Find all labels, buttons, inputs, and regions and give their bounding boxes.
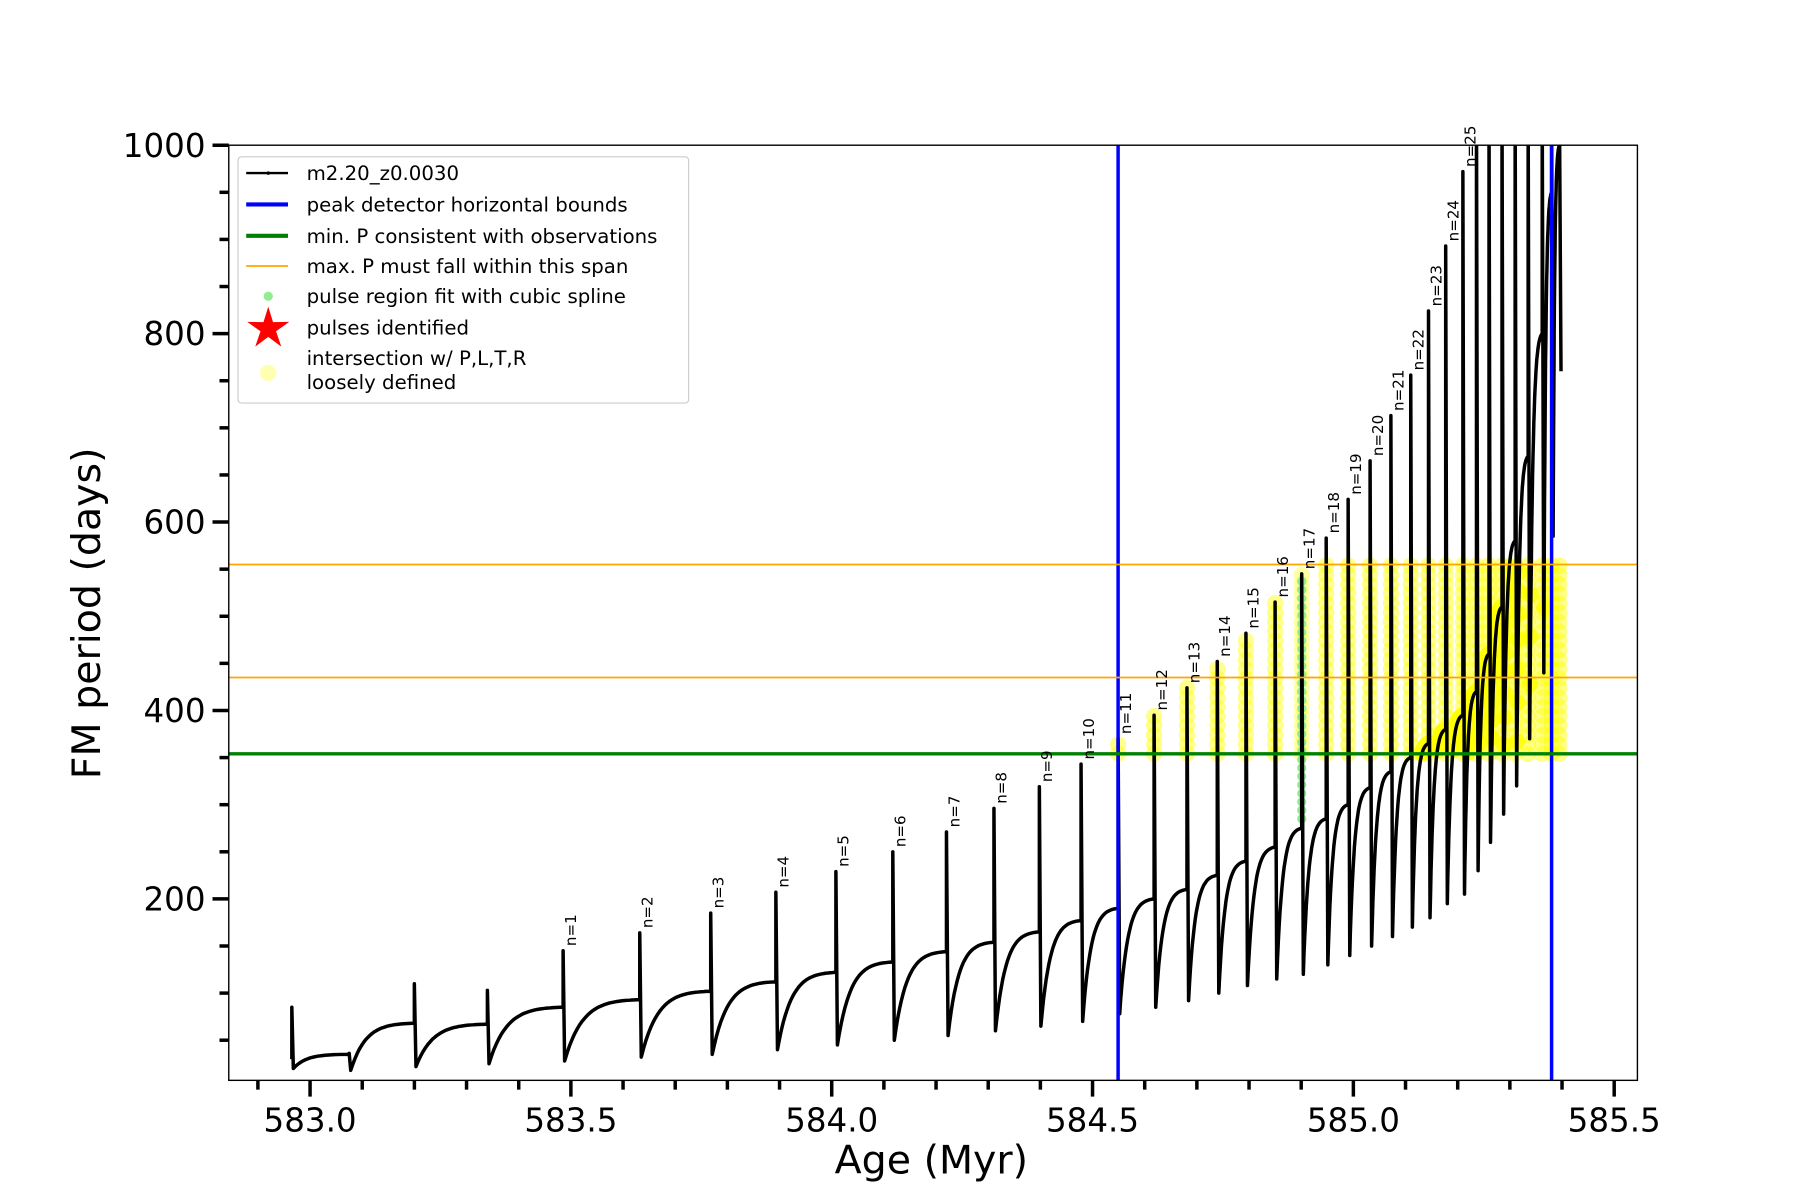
intersection-point [1551,585,1568,602]
pulse-label: n=25 [1462,126,1480,167]
legend-star-icon [247,306,290,347]
intersection-point [1551,736,1568,753]
intersection-point [1551,698,1568,715]
legend-label: intersection w/ P,L,T,R [307,347,527,370]
intersection-point [1534,736,1551,753]
legend-label: min. P consistent with observations [307,225,658,248]
x-tick-label: 583.0 [264,1101,357,1139]
legend-marker-icon [266,171,270,175]
intersection-point [1551,604,1568,621]
intersection-markers [1109,557,1568,762]
legend-label: pulses identified [307,317,469,340]
x-axis-label: Age (Myr) [835,1137,1028,1183]
x-tick-label: 584.5 [1046,1101,1139,1139]
pulse-label: n=10 [1080,718,1098,759]
plot-frame [228,144,1639,1082]
y-tick-label: 200 [143,881,205,919]
legend-label: pulse region fit with cubic spline [307,285,626,308]
intersection-point [1534,670,1551,687]
pulse-label: n=17 [1301,528,1319,569]
y-axis-label: FM period (days) [64,447,110,779]
intersection-point [1551,623,1568,640]
y-tick-label: 400 [143,692,205,730]
pulse-label: n=24 [1444,200,1462,241]
legend-dot-icon [263,291,273,301]
pulse-label: n=11 [1117,693,1135,734]
pulse-label: n=2 [639,896,657,928]
intersection-point [1551,717,1568,734]
legend-label: loosely defined [307,371,457,394]
pulse-label: n=9 [1038,750,1056,782]
model-curve [290,145,1563,1073]
axes: 583.0 583.5 584.0 584.5 585.0 585.5 200 400 600 8… [123,127,1661,1140]
pulse-label: n=5 [835,835,853,867]
pulse-label: n=12 [1153,669,1171,710]
intersection-point [1551,632,1568,649]
pulse-label: n=15 [1245,587,1263,628]
legend-circle-icon [260,364,277,382]
x-tick-label: 585.5 [1568,1101,1661,1139]
reference-lines [228,145,1638,1081]
intersection-point [1551,566,1568,583]
y-tick-label: 600 [143,504,205,542]
y-tick-label: 1000 [123,127,206,165]
pulse-label: n=4 [775,856,793,888]
intersection-point [1534,698,1551,715]
intersection-point [1551,726,1568,744]
pulse-label: n=19 [1347,453,1365,494]
intersection-point [1534,726,1551,744]
pulse-label: n=18 [1325,492,1343,533]
pulse-label: n=1 [562,914,580,946]
intersection-point [1551,651,1568,668]
intersection-point [1551,613,1568,631]
pulse-label: n=7 [945,796,963,828]
x-tick-label: 584.0 [785,1101,878,1139]
legend-box [237,156,690,404]
x-tick-label: 585.0 [1307,1101,1400,1139]
legend-label: m2.20_z0.0030 [307,162,459,185]
intersection-point [1534,707,1551,725]
intersection-point [1551,689,1568,706]
pulse-label: n=8 [993,772,1011,804]
intersection-point [1551,642,1568,659]
intersection-point [1551,557,1568,574]
y-tick-label: 800 [143,315,205,353]
pulse-label: n=23 [1427,265,1445,306]
legend-label: max. P must fall within this span [307,255,629,278]
pulse-label: n=14 [1216,615,1234,656]
intersection-point [1534,689,1551,706]
pulse-label: n=22 [1410,329,1428,370]
pulse-label: n=20 [1369,415,1387,456]
intersection-point [1519,736,1537,753]
intersection-point [1551,670,1568,687]
intersection-point [1551,576,1568,593]
intersection-point [1551,594,1568,612]
model-line [290,145,1563,1073]
pulse-label: n=13 [1186,642,1204,683]
pulse-label: n=6 [892,815,910,847]
pulse-label: n=16 [1274,556,1292,597]
pulse-labels: n=1 n=2 n=3 n=4 n=5 n=6 n=7 n=8 n=9 n=10 n=11 n=12 n… [562,126,1480,947]
intersection-point [1551,707,1568,725]
pulse-label: n=3 [709,877,727,909]
legend-label: peak detector horizontal bounds [307,193,628,216]
intersection-point [1551,679,1568,696]
pulse-label: n=21 [1390,370,1408,411]
intersection-point [1534,717,1551,734]
intersection-point [1534,679,1551,696]
x-tick-label: 583.5 [524,1101,617,1139]
intersection-point [1551,660,1568,678]
